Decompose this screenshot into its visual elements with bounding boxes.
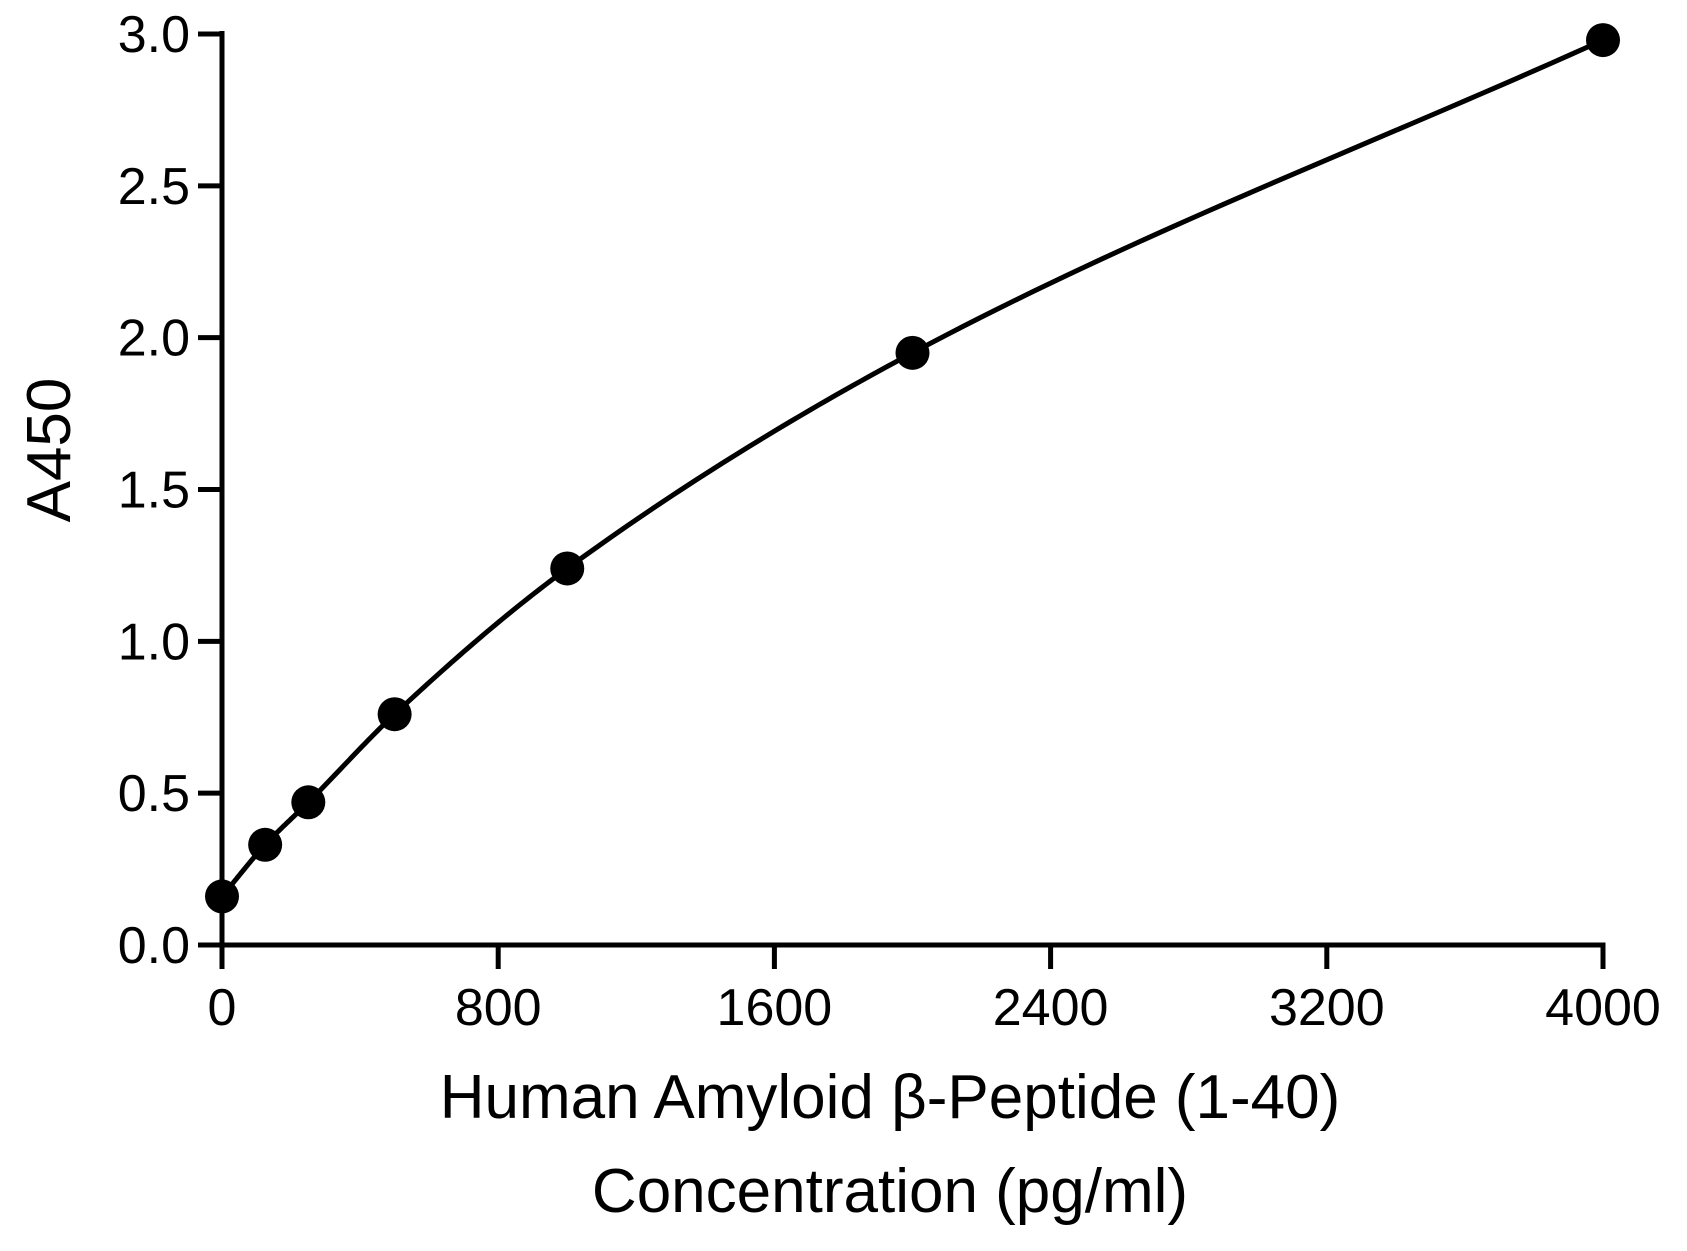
y-tick-label: 2.0: [118, 310, 190, 368]
data-point: [205, 879, 239, 914]
x-tick-label: 1600: [717, 979, 833, 1037]
data-point: [248, 827, 283, 862]
x-tick-label: 800: [455, 979, 542, 1037]
y-tick-label: 3.0: [118, 6, 190, 64]
y-tick-label: 1.0: [118, 613, 190, 671]
data-points: [205, 23, 1620, 914]
x-axis-title-line-1: Human Amyloid β-Peptide (1-40): [440, 1063, 1341, 1132]
y-tick-label: 0.5: [118, 765, 190, 823]
fit-curve: [220, 37, 1605, 899]
x-tick-label: 2400: [993, 979, 1109, 1037]
x-tick-label: 4000: [1545, 979, 1661, 1037]
x-axis-title-line-2: Concentration (pg/ml): [592, 1157, 1188, 1226]
data-point: [895, 335, 930, 370]
data-point: [1586, 23, 1620, 58]
data-point: [291, 785, 326, 820]
y-tick-label: 1.5: [118, 462, 190, 520]
y-axis-title: A450: [15, 378, 84, 523]
data-point: [550, 551, 585, 586]
y-ticks: 0.0 0.5 1.0 1.5 2.0 2.5 3.0: [118, 6, 222, 975]
data-point: [377, 697, 412, 732]
x-tick-label: 3200: [1269, 979, 1385, 1037]
x-tick-label: 0: [208, 979, 237, 1037]
y-tick-label: 0.0: [118, 917, 190, 975]
axes: [219, 31, 1606, 948]
y-tick-label: 2.5: [118, 158, 190, 216]
x-ticks: 0 800 1600 2400 3200 4000: [208, 945, 1661, 1037]
